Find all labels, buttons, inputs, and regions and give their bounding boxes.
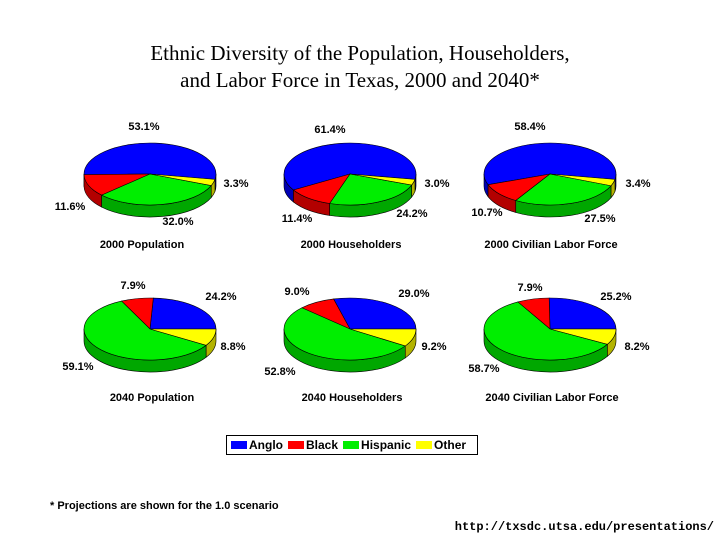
legend-swatch bbox=[231, 441, 247, 449]
slice-label-anglo: 61.4% bbox=[314, 124, 345, 136]
pie-slice-other bbox=[549, 328, 617, 345]
slice-label-other: 8.2% bbox=[624, 341, 649, 353]
legend-label: Anglo bbox=[249, 438, 283, 452]
pie-title: 2000 Householders bbox=[301, 239, 402, 251]
slice-label-other: 3.0% bbox=[424, 178, 449, 190]
legend-swatch bbox=[343, 441, 360, 449]
pie-chart-4: 24.2% 7.9% 59.1% 8.8% 2040 Population bbox=[62, 280, 245, 404]
legend-item-other: Other bbox=[416, 438, 466, 452]
slice-label-anglo: 53.1% bbox=[128, 121, 159, 133]
pie-side-2 bbox=[283, 173, 417, 218]
pie-slice-hispanic bbox=[283, 307, 406, 361]
legend-item-hispanic: Hispanic bbox=[343, 438, 411, 452]
pie-chart-6: 25.2% 7.9% 58.7% 8.2% 2040 Civilian Labor Fo… bbox=[468, 282, 649, 404]
pie-slice-hispanic bbox=[329, 173, 413, 206]
pie-slice-other bbox=[149, 328, 217, 346]
pie-slice-hispanic bbox=[515, 173, 612, 206]
legend-item-black: Black bbox=[288, 438, 338, 452]
slice-label-anglo: 24.2% bbox=[205, 291, 236, 303]
pie-slice-anglo bbox=[333, 297, 417, 330]
slice-label-other: 3.3% bbox=[223, 178, 248, 190]
slice-label-anglo: 25.2% bbox=[600, 291, 631, 303]
slice-label-black: 7.9% bbox=[120, 280, 145, 292]
pie-slice-hispanic bbox=[100, 173, 212, 206]
pie-side-3 bbox=[483, 173, 617, 218]
slice-label-black: 7.9% bbox=[517, 282, 542, 294]
pie-chart-2: 61.4% 11.4% 24.2% 3.0% 2000 Householders bbox=[282, 124, 450, 251]
title-line-2: and Labor Force in Texas, 2000 and 2040* bbox=[180, 68, 540, 92]
slice-label-other: 3.4% bbox=[625, 178, 650, 190]
pie-title: 2000 Civilian Labor Force bbox=[484, 239, 617, 251]
legend-item-anglo: Anglo bbox=[231, 438, 283, 452]
slice-label-anglo: 29.0% bbox=[398, 288, 429, 300]
slice-label-hispanic: 58.7% bbox=[468, 363, 499, 375]
title-line-1: Ethnic Diversity of the Population, Hous… bbox=[150, 41, 570, 65]
legend-swatch bbox=[416, 441, 433, 449]
slice-label-black: 11.6% bbox=[55, 201, 86, 213]
slice-label-black: 9.0% bbox=[284, 286, 309, 298]
legend-swatch bbox=[288, 441, 304, 449]
legend: Anglo Black Hispanic Other bbox=[226, 435, 478, 455]
slice-label-hispanic: 59.1% bbox=[62, 361, 93, 373]
pie-title: 2000 Population bbox=[100, 239, 185, 251]
pie-slice-other bbox=[349, 173, 416, 186]
footnote: * Projections are shown for the 1.0 scen… bbox=[50, 500, 279, 512]
slice-label-hispanic: 52.8% bbox=[264, 366, 295, 378]
pie-slice-anglo bbox=[83, 142, 217, 180]
pie-slice-anglo bbox=[548, 297, 617, 330]
legend-label: Hispanic bbox=[361, 438, 412, 452]
slice-label-black: 10.7% bbox=[471, 207, 502, 219]
legend-label: Black bbox=[306, 438, 339, 452]
pie-slice-other bbox=[549, 173, 616, 187]
pie-slice-anglo bbox=[283, 142, 417, 191]
source-url: http://txsdc.utsa.edu/presentations/ bbox=[454, 520, 714, 534]
slice-label-other: 9.2% bbox=[421, 341, 446, 353]
pie-slice-hispanic bbox=[83, 300, 207, 361]
slice-label-hispanic: 24.2% bbox=[396, 208, 427, 220]
pie-slice-anglo bbox=[149, 297, 217, 330]
pie-title: 2040 Population bbox=[110, 392, 195, 404]
pie-slice-other bbox=[349, 328, 417, 347]
slice-label-black: 11.4% bbox=[282, 213, 313, 225]
slice-label-hispanic: 27.5% bbox=[584, 213, 615, 225]
pie-slice-other bbox=[149, 173, 216, 186]
pie-slice-hispanic bbox=[483, 301, 609, 361]
slice-label-other: 8.8% bbox=[220, 341, 245, 353]
pie-chart-1: 53.1% 11.6% 32.0% 3.3% 2000 Population bbox=[55, 121, 249, 251]
pie-chart-3: 58.4% 10.7% 27.5% 3.4% 2000 Civilian Labor F… bbox=[471, 121, 650, 251]
chart-title: Ethnic Diversity of the Population, Hous… bbox=[0, 40, 720, 94]
slice-label-hispanic: 32.0% bbox=[162, 216, 193, 228]
pie-slice-anglo bbox=[483, 142, 617, 186]
slice-label-anglo: 58.4% bbox=[514, 121, 545, 133]
pie-title: 2040 Householders bbox=[302, 392, 403, 404]
pie-title: 2040 Civilian Labor Force bbox=[485, 392, 618, 404]
pie-chart-5: 29.0% 9.0% 52.8% 9.2% 2040 Householders bbox=[264, 286, 446, 404]
legend-label: Other bbox=[434, 438, 467, 452]
